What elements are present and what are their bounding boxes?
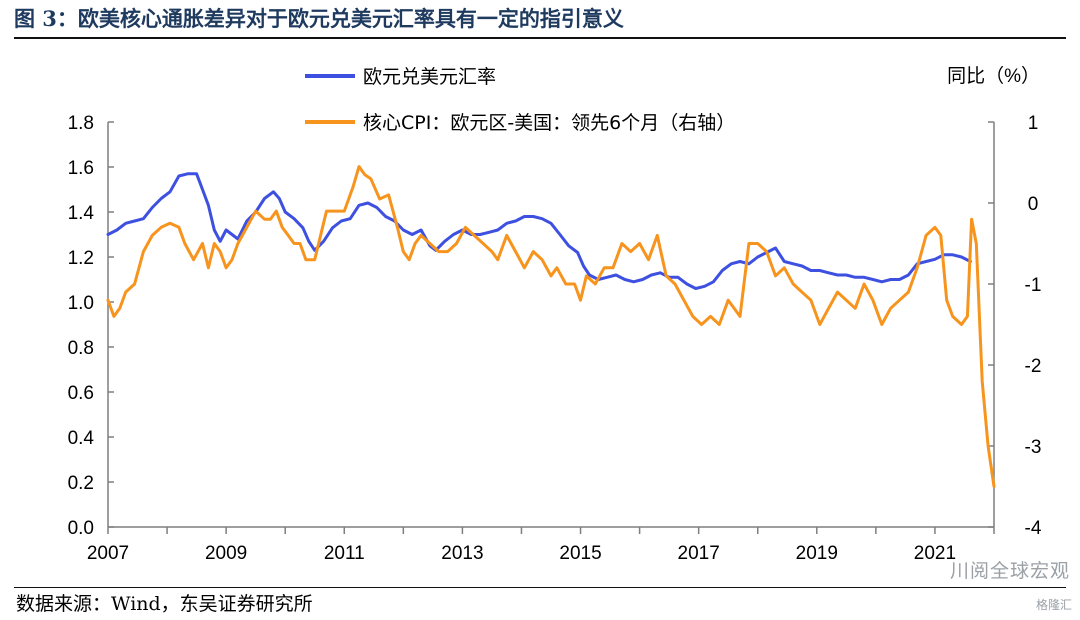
legend: 欧元兑美元汇率 核心CPI：欧元区-美国：领先6个月（右轴） [305,66,735,134]
x-tick-label: 2013 [441,543,483,564]
y-tick-label-left: 0.2 [68,473,94,494]
source-note: 数据来源：Wind，东吴证券研究所 [16,593,313,615]
x-tick-label: 2009 [205,543,247,564]
y-tick-label-left: 0.8 [68,338,94,359]
y-tick-label-left: 1.0 [68,293,94,314]
x-tick-label: 2007 [87,543,129,564]
series-line-eurusd [106,172,972,290]
y-tick-label-right: 0 [1028,194,1039,215]
title-rule [14,37,1066,39]
figure-title: 图 3：欧美核心通胀差异对于欧元兑美元汇率具有一定的指引意义 [14,6,624,31]
y-tick-label-left: 1.4 [68,203,95,224]
y-tick-label-left: 0.0 [68,518,94,539]
watermark-small: 格隆汇 [1035,598,1072,612]
y-tick-label-left: 0.6 [68,383,94,404]
series-line-core-cpi [106,165,996,488]
watermark: 川阅全球宏观 [949,560,1070,582]
chart: 0.0 0.2 0.4 0.6 0.8 1.0 1.2 1.4 1.6 1.8 -4 -3 -2 -1 0 1… [68,65,1042,564]
x-tick-label: 2011 [324,543,365,564]
x-tick-label: 2019 [796,543,838,564]
legend-label-eurusd: 欧元兑美元汇率 [363,66,496,88]
source-rule [14,587,1066,588]
legend-label-core-cpi: 核心CPI：欧元区-美国：领先6个月（右轴） [363,112,735,134]
y-tick-label-right: -1 [1025,275,1042,296]
y-tick-label-left: 1.6 [68,158,94,179]
x-tick-label: 2017 [678,543,720,564]
axes: 0.0 0.2 0.4 0.6 0.8 1.0 1.2 1.4 1.6 1.8 -4 -3 -2 -1 0 1… [68,113,1042,564]
y-tick-label-right: -2 [1025,356,1042,377]
series-layer [106,165,996,488]
y-tick-label-left: 1.8 [68,113,94,134]
y-tick-label-right: -4 [1025,518,1042,539]
right-axis-unit: 同比（%） [947,65,1040,87]
y-tick-label-right: 1 [1028,113,1039,134]
y-tick-label-right: -3 [1025,437,1042,458]
y-tick-label-left: 0.4 [68,428,95,449]
y-tick-label-left: 1.2 [68,248,94,269]
x-tick-label: 2021 [914,543,956,564]
x-tick-label: 2015 [559,543,601,564]
